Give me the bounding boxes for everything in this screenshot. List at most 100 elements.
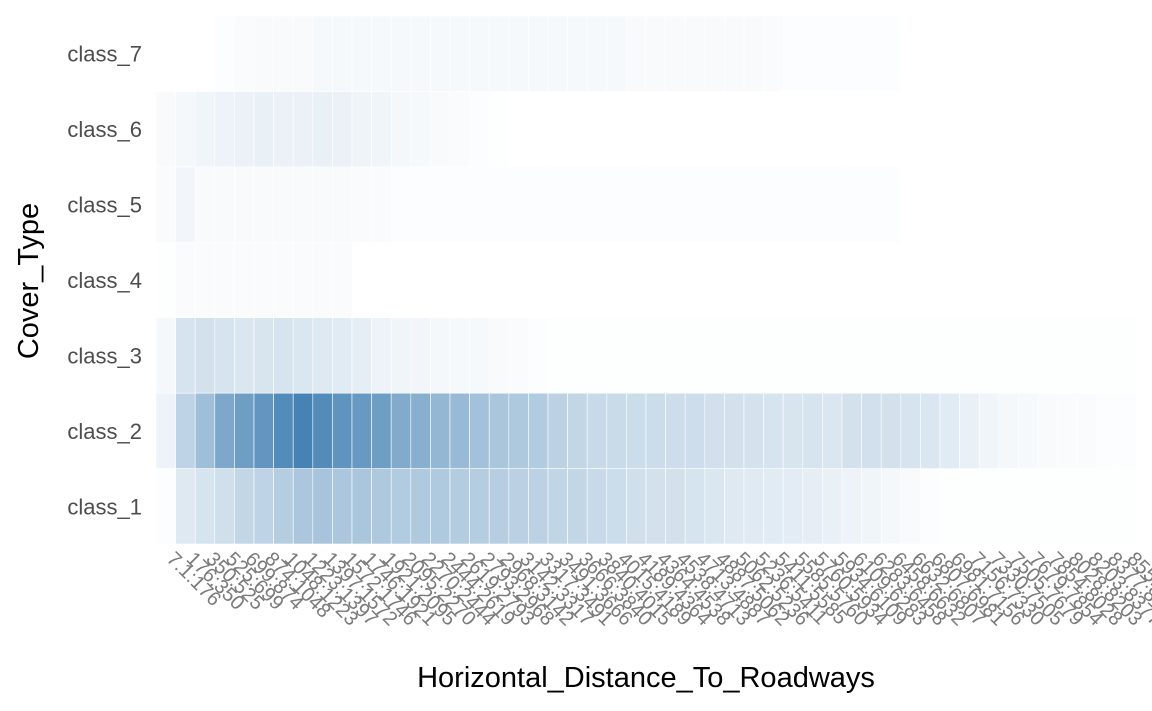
heatmap-cell-class_4-9 <box>332 241 353 319</box>
heatmap-cell-class_6-45 <box>1037 91 1058 168</box>
heatmap-cell-class_7-40 <box>939 15 960 92</box>
heatmap-cell-class_3-25 <box>645 317 666 394</box>
heatmap-cell-class_6-6 <box>273 91 294 168</box>
heatmap-cell-class_6-21 <box>567 91 588 168</box>
heatmap-cell-class_5-18 <box>508 166 529 243</box>
heatmap-cell-class_6-35 <box>841 91 862 168</box>
heatmap-cell-class_7-18 <box>508 15 529 92</box>
heatmap-cell-class_5-8 <box>312 166 333 243</box>
heatmap-cell-class_1-10 <box>351 468 372 545</box>
heatmap-cell-class_5-22 <box>586 166 608 243</box>
heatmap-cell-class_3-41 <box>959 317 980 394</box>
heatmap-cell-class_5-11 <box>371 166 392 243</box>
heatmap-cell-class_6-11 <box>371 91 392 168</box>
heatmap-cell-class_5-19 <box>528 166 549 243</box>
heatmap-cell-class_3-39 <box>920 317 941 394</box>
heatmap-cell-class_3-14 <box>430 317 451 394</box>
heatmap-cell-class_3-11 <box>371 317 392 394</box>
heatmap-cell-class_5-48 <box>1096 166 1117 243</box>
heatmap-cell-class_6-25 <box>645 91 666 168</box>
heatmap-cell-class_3-0 <box>155 317 176 394</box>
heatmap-cell-class_5-34 <box>822 166 843 243</box>
heatmap-cell-class_5-37 <box>880 166 902 243</box>
heatmap-cell-class_4-3 <box>214 241 235 319</box>
heatmap-cell-class_1-8 <box>312 468 333 545</box>
heatmap-cells <box>155 15 1137 545</box>
heatmap-cell-class_5-33 <box>802 166 823 243</box>
heatmap-cell-class_5-20 <box>547 166 568 243</box>
heatmap-cell-class_3-44 <box>1018 317 1039 394</box>
heatmap-cell-class_5-13 <box>410 166 431 243</box>
heatmap-cell-class_6-47 <box>1076 91 1098 168</box>
heatmap-cell-class_2-0 <box>155 392 176 469</box>
heatmap-cell-class_1-42 <box>978 468 1000 545</box>
heatmap-cell-class_1-38 <box>900 468 921 545</box>
heatmap-cell-class_5-36 <box>861 166 882 243</box>
heatmap-cell-class_2-44 <box>1018 392 1039 469</box>
heatmap-cell-class_4-46 <box>1057 241 1078 319</box>
heatmap-cell-class_2-16 <box>469 392 490 469</box>
heatmap-cell-class_2-25 <box>645 392 666 469</box>
heatmap-cell-class_4-40 <box>939 241 960 319</box>
heatmap-cell-class_2-48 <box>1096 392 1117 469</box>
heatmap-cell-class_5-42 <box>978 166 1000 243</box>
heatmap-cell-class_3-1 <box>175 317 196 394</box>
y-tick-label-class_3: class_3 <box>67 343 142 368</box>
heatmap-cell-class_6-42 <box>978 91 1000 168</box>
heatmap-cell-class_6-30 <box>743 91 764 168</box>
heatmap-cell-class_7-47 <box>1076 15 1098 92</box>
heatmap-cell-class_2-12 <box>390 392 412 469</box>
heatmap-cell-class_3-23 <box>606 317 627 394</box>
heatmap-cell-class_4-1 <box>175 241 196 319</box>
heatmap-cell-class_4-25 <box>645 241 666 319</box>
heatmap-cell-class_3-38 <box>900 317 921 394</box>
heatmap-cell-class_7-20 <box>547 15 568 92</box>
heatmap-cell-class_1-46 <box>1057 468 1078 545</box>
heatmap-cell-class_3-17 <box>488 317 510 394</box>
heatmap-cell-class_7-22 <box>586 15 608 92</box>
heatmap-cell-class_5-32 <box>782 166 804 243</box>
heatmap-cell-class_2-40 <box>939 392 960 469</box>
heatmap-cell-class_5-21 <box>567 166 588 243</box>
heatmap-cell-class_2-8 <box>312 392 333 469</box>
heatmap-cell-class_1-19 <box>528 468 549 545</box>
heatmap-cell-class_5-1 <box>175 166 196 243</box>
heatmap-cell-class_6-5 <box>253 91 274 168</box>
heatmap-cell-class_6-10 <box>351 91 372 168</box>
heatmap-cell-class_4-23 <box>606 241 627 319</box>
heatmap-cell-class_5-7 <box>292 166 314 243</box>
heatmap-cell-class_4-37 <box>880 241 902 319</box>
heatmap-cell-class_5-12 <box>390 166 412 243</box>
heatmap-cell-class_4-39 <box>920 241 941 319</box>
heatmap-cell-class_5-26 <box>665 166 686 243</box>
heatmap-cell-class_3-13 <box>410 317 431 394</box>
heatmap-cell-class_2-47 <box>1076 392 1098 469</box>
heatmap-cell-class_4-32 <box>782 241 804 319</box>
heatmap-cell-class_2-17 <box>488 392 510 469</box>
heatmap-cell-class_6-9 <box>332 91 353 168</box>
heatmap-cell-class_4-42 <box>978 241 1000 319</box>
heatmap-cell-class_5-35 <box>841 166 862 243</box>
heatmap-cell-class_4-13 <box>410 241 431 319</box>
heatmap-cell-class_3-35 <box>841 317 862 394</box>
heatmap-cell-class_3-26 <box>665 317 686 394</box>
heatmap-cell-class_1-4 <box>234 468 255 545</box>
heatmap-cell-class_5-41 <box>959 166 980 243</box>
heatmap-cell-class_5-39 <box>920 166 941 243</box>
heatmap-cell-class_2-41 <box>959 392 980 469</box>
heatmap-cell-class_7-48 <box>1096 15 1117 92</box>
heatmap-cell-class_6-8 <box>312 91 333 168</box>
heatmap-cell-class_7-21 <box>567 15 588 92</box>
heatmap-cell-class_7-30 <box>743 15 764 92</box>
heatmap-cell-class_1-16 <box>469 468 490 545</box>
heatmap-cell-class_1-26 <box>665 468 686 545</box>
heatmap-cell-class_6-0 <box>155 91 176 168</box>
heatmap-cell-class_7-2 <box>194 15 216 92</box>
heatmap-cell-class_5-25 <box>645 166 666 243</box>
heatmap-cell-class_3-48 <box>1096 317 1117 394</box>
heatmap-cell-class_4-0 <box>155 241 176 319</box>
heatmap-cell-class_5-29 <box>724 166 745 243</box>
heatmap-cell-class_2-10 <box>351 392 372 469</box>
heatmap-cell-class_2-18 <box>508 392 529 469</box>
heatmap-cell-class_2-14 <box>430 392 451 469</box>
